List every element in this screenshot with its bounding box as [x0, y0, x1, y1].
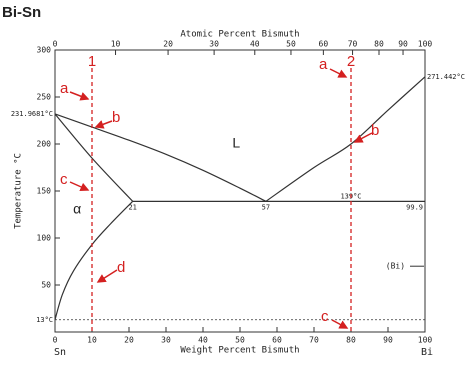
top-tick-label: 70 [348, 40, 358, 49]
point-label: 13°C [36, 316, 53, 324]
bottom-tick-label: 20 [124, 336, 134, 345]
bottom-axis-title: Weight Percent Bismuth [180, 346, 299, 356]
left-tick-label: 150 [37, 187, 52, 196]
bottom-tick-label: 0 [53, 336, 58, 345]
top-tick-label: 60 [319, 40, 329, 49]
top-tick-label: 50 [286, 40, 296, 49]
bottom-tick-label: 50 [235, 336, 245, 345]
phase-boundary [54, 113, 267, 202]
annotation: a [60, 80, 69, 97]
top-tick-label: 0 [53, 40, 58, 49]
point-label: 99.9 [406, 203, 423, 211]
phase-label: α [73, 201, 81, 217]
right-end: Bi [421, 347, 433, 358]
left-tick-label: 300 [37, 46, 52, 55]
top-tick-label: 20 [163, 40, 173, 49]
top-tick-label: 80 [374, 40, 384, 49]
point-label: 231.9681°C [11, 110, 53, 118]
phase-label: L [232, 135, 240, 151]
marker-label: 2 [347, 53, 355, 70]
bottom-tick-label: 30 [161, 336, 171, 345]
top-tick-label: 30 [209, 40, 219, 49]
plot-frame [54, 49, 426, 333]
bottom-tick-label: 100 [418, 336, 433, 345]
bottom-tick-label: 40 [198, 336, 208, 345]
point-label: 271.442°C [427, 73, 465, 81]
left-tick-label: 100 [37, 234, 52, 243]
left-tick-label: 50 [41, 281, 51, 290]
annotation: b [371, 122, 379, 139]
phase-boundary [54, 200, 134, 320]
bottom-tick-label: 80 [346, 336, 356, 345]
top-tick-label: 40 [250, 40, 260, 49]
annotations [69, 68, 373, 329]
point-label: 21 [128, 203, 136, 211]
top-tick-label: 100 [418, 40, 433, 49]
left-tick-label: 250 [37, 93, 52, 102]
phase-label: (Bi) [386, 262, 405, 271]
title: Bi-Sn [2, 4, 41, 21]
phase-boundary [265, 76, 426, 202]
top-tick-label: 90 [398, 40, 408, 49]
marker-label: 1 [88, 53, 96, 70]
annotation: b [112, 109, 120, 126]
annotation: c [60, 171, 68, 188]
point-label: 57 [262, 203, 270, 211]
bottom-tick-label: 60 [272, 336, 282, 345]
top-axis-title: Atomic Percent Bismuth [180, 30, 299, 40]
left-axis-title: Temperature °C [14, 153, 24, 229]
left-tick-label: 200 [37, 140, 52, 149]
bottom-tick-label: 10 [87, 336, 97, 345]
annotation: c [321, 308, 329, 325]
bottom-tick-label: 90 [383, 336, 393, 345]
bottom-tick-label: 70 [309, 336, 319, 345]
top-tick-label: 10 [111, 40, 121, 49]
phase-boundary [54, 113, 134, 202]
annotation: d [117, 259, 125, 276]
annotation: a [319, 56, 328, 73]
left-end: Sn [54, 347, 66, 358]
